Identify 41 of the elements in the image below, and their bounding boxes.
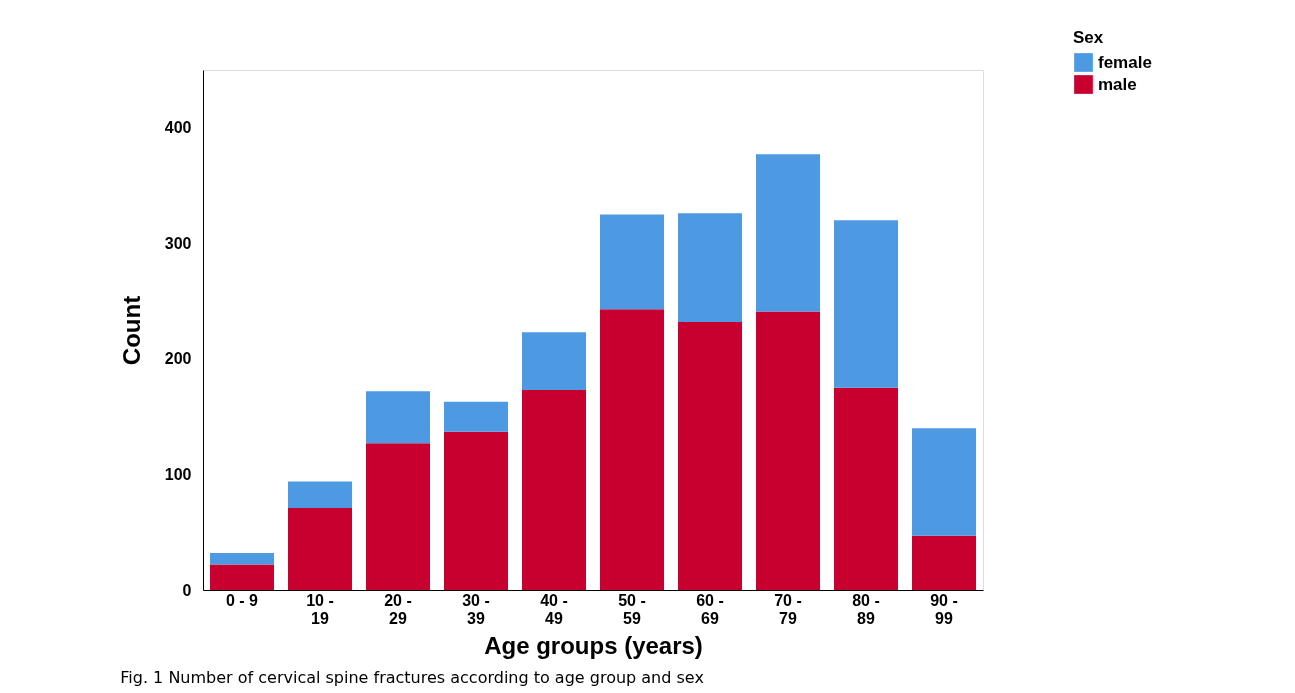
y-tick-label: 100 (164, 465, 192, 483)
bar (366, 391, 430, 444)
bar (288, 481, 352, 508)
bar (600, 214, 664, 310)
legend-title: Sex (1073, 28, 1104, 47)
x-tick-label: 0 - 9 (225, 591, 259, 609)
bar (912, 428, 976, 536)
caption: Fig. 1 Number of cervical spine fractures according to age group and sex (120, 668, 704, 687)
x-tick-label: 10 - 19 (306, 591, 334, 627)
x-tick-label: 80 - 89 (852, 591, 880, 627)
y-tick-label: 0 (182, 581, 192, 599)
y-axis-title: Count (117, 295, 145, 366)
legend-label: female (1098, 52, 1152, 72)
bar (210, 553, 274, 565)
bar (444, 431, 508, 590)
bar (522, 390, 586, 590)
y-tick-label: 200 (164, 350, 192, 368)
x-axis-title: Age groups (years) (484, 631, 703, 659)
bar (366, 443, 430, 590)
x-tick-label: 50 - 59 (618, 591, 646, 627)
bar (444, 401, 508, 432)
x-tick-label: 20 - 29 (384, 591, 412, 627)
bar (678, 321, 742, 590)
bar (288, 507, 352, 590)
legend-label: male (1098, 74, 1137, 94)
x-tick-label: 40 - 49 (540, 591, 568, 627)
x-tick-label: 60 - 69 (696, 591, 724, 627)
y-tick-label: 300 (164, 234, 192, 252)
bar (834, 387, 898, 590)
x-tick-label: 70 - 79 (774, 591, 802, 627)
bar (522, 332, 586, 391)
bar (834, 220, 898, 388)
bar (210, 564, 274, 590)
bar (756, 311, 820, 590)
bar (756, 154, 820, 312)
bar (912, 535, 976, 590)
bar (678, 213, 742, 322)
y-tick-label: 400 (164, 119, 192, 137)
x-tick-label: 30 - 39 (462, 591, 490, 627)
bar (600, 309, 664, 590)
x-tick-label: 90 - 99 (930, 591, 958, 627)
